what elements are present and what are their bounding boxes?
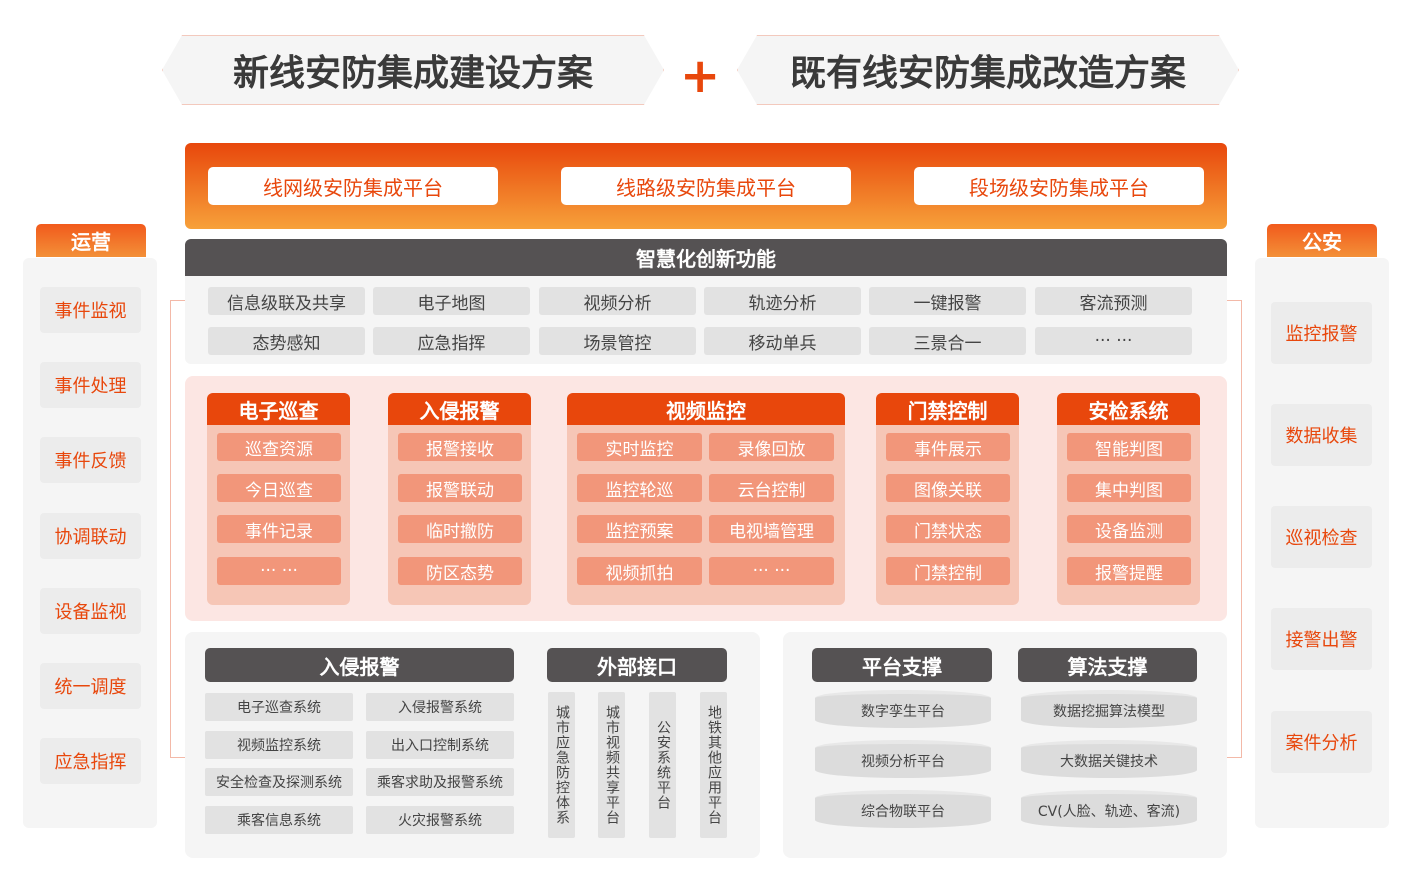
smart-feature: 电子地图: [373, 287, 530, 315]
ops-item: 协调联动: [40, 513, 141, 559]
system-item: 安全检查及探测系统: [205, 768, 353, 796]
ops-item: 应急指挥: [40, 738, 141, 784]
module-title: 电子巡查: [207, 393, 350, 425]
algo-support-title: 算法支撑: [1018, 648, 1197, 682]
smart-feature: 三景合一: [869, 327, 1026, 355]
system-item: 乘客求助及报警系统: [366, 768, 514, 796]
smart-feature: 信息级联及共享: [208, 287, 365, 315]
module-item: 门禁控制: [886, 557, 1010, 585]
police-item: 监控报警: [1271, 302, 1372, 364]
smart-feature: 视频分析: [539, 287, 696, 315]
smart-feature: 客流预测: [1035, 287, 1192, 315]
module-item: 今日巡查: [217, 474, 341, 502]
left-bracket: [170, 300, 171, 757]
module-item: 实时监控: [577, 433, 702, 461]
police-item: 巡视检查: [1271, 506, 1372, 568]
module-item: 报警联动: [398, 474, 522, 502]
module-item: 报警提醒: [1067, 557, 1191, 585]
smart-feature: 态势感知: [208, 327, 365, 355]
module-item: 临时撤防: [398, 515, 522, 543]
platform-support-item: 视频分析平台: [815, 740, 991, 778]
platform-support-item: 综合物联平台: [815, 790, 991, 828]
system-item: 电子巡查系统: [205, 693, 353, 721]
platform-support-title: 平台支撑: [812, 648, 992, 682]
external-title: 外部接口: [547, 648, 727, 682]
smart-feature: ··· ···: [1035, 327, 1192, 355]
module-item: 图像关联: [886, 474, 1010, 502]
module-item: 门禁状态: [886, 515, 1010, 543]
left-bracket-bottom: [170, 757, 185, 758]
system-item: 火灾报警系统: [366, 806, 514, 834]
ops-item: 设备监视: [40, 588, 141, 634]
module-item: 报警接收: [398, 433, 522, 461]
external-interface: 地铁其他应用平台: [700, 692, 727, 838]
module-item: 云台控制: [709, 474, 834, 502]
smart-feature: 轨迹分析: [704, 287, 861, 315]
police-item: 接警出警: [1271, 608, 1372, 670]
intrusion-title: 入侵报警: [205, 648, 514, 682]
platform-support-item: 数字孪生平台: [815, 690, 991, 728]
title-new-line: 新线安防集成建设方案: [162, 35, 664, 105]
module-item: 事件记录: [217, 515, 341, 543]
module-item: 监控预案: [577, 515, 702, 543]
right-bracket-bottom: [1227, 757, 1242, 758]
module-item: 智能判图: [1067, 433, 1191, 461]
ops-item: 事件监视: [40, 287, 141, 333]
module-item: ··· ···: [217, 557, 341, 585]
module-title: 门禁控制: [876, 393, 1019, 425]
right-bracket-top: [1227, 300, 1242, 301]
module-title: 安检系统: [1057, 393, 1200, 425]
module-item: ··· ···: [709, 557, 834, 585]
module-item: 防区态势: [398, 557, 522, 585]
system-item: 视频监控系统: [205, 731, 353, 759]
module-item: 事件展示: [886, 433, 1010, 461]
plus-icon: +: [680, 48, 721, 104]
right-bracket: [1241, 300, 1242, 757]
ops-title: 运营: [36, 224, 146, 257]
module-item: 设备监测: [1067, 515, 1191, 543]
module-item: 电视墙管理: [709, 515, 834, 543]
ops-item: 统一调度: [40, 663, 141, 709]
platform-line: 线路级安防集成平台: [561, 167, 851, 205]
ops-item: 事件反馈: [40, 437, 141, 483]
algo-support-item: 数据挖掘算法模型: [1021, 690, 1197, 728]
ops-item: 事件处理: [40, 362, 141, 408]
module-item: 集中判图: [1067, 474, 1191, 502]
police-item: 案件分析: [1271, 711, 1372, 773]
system-item: 入侵报警系统: [366, 693, 514, 721]
smart-feature: 场景管控: [539, 327, 696, 355]
platform-network: 线网级安防集成平台: [208, 167, 498, 205]
module-item: 监控轮巡: [577, 474, 702, 502]
left-bracket-top: [170, 300, 185, 301]
module-title: 视频监控: [567, 393, 845, 425]
smart-title: 智慧化创新功能: [185, 239, 1227, 276]
module-item: 录像回放: [709, 433, 834, 461]
external-interface: 城市应急防控体系: [548, 692, 575, 838]
module-title: 入侵报警: [388, 393, 531, 425]
algo-support-item: 大数据关键技术: [1021, 740, 1197, 778]
smart-feature: 移动单兵: [704, 327, 861, 355]
smart-feature: 应急指挥: [373, 327, 530, 355]
module-item: 视频抓拍: [577, 557, 702, 585]
smart-feature: 一键报警: [869, 287, 1026, 315]
police-item: 数据收集: [1271, 404, 1372, 466]
algo-support-item: CV(人脸、轨迹、客流): [1021, 790, 1197, 828]
external-interface: 公安系统平台: [649, 692, 676, 838]
module-item: 巡查资源: [217, 433, 341, 461]
system-item: 乘客信息系统: [205, 806, 353, 834]
platform-depot: 段场级安防集成平台: [914, 167, 1204, 205]
police-title: 公安: [1267, 224, 1377, 257]
title-existing-line: 既有线安防集成改造方案: [737, 35, 1239, 105]
external-interface: 城市视频共享平台: [598, 692, 625, 838]
system-item: 出入口控制系统: [366, 731, 514, 759]
